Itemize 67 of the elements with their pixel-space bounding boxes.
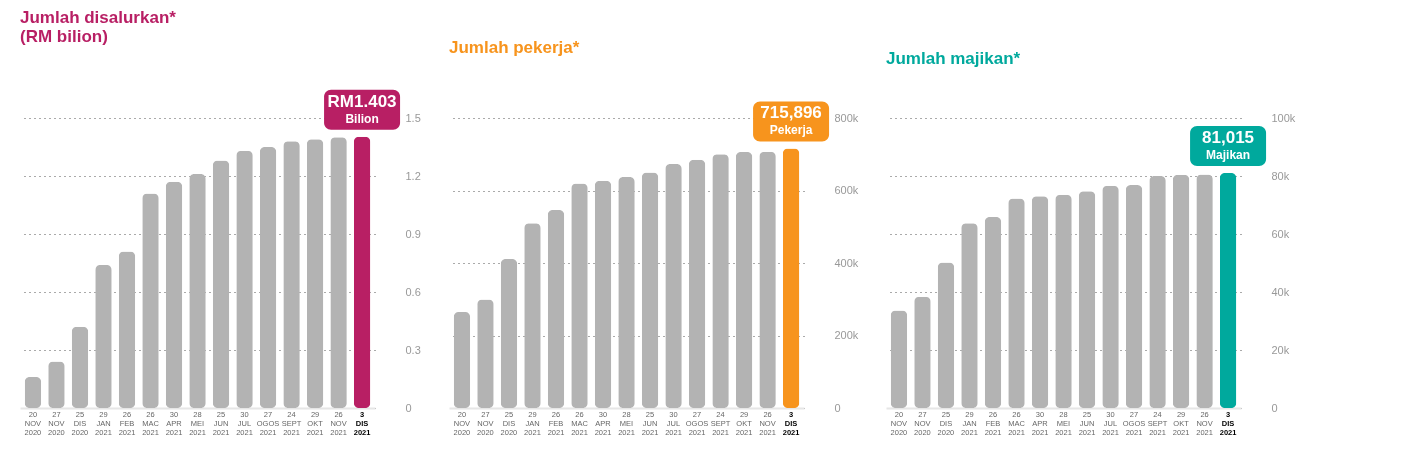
y-tick-label: 0: [405, 401, 412, 414]
y-tick-label: 60k: [1271, 227, 1290, 240]
bar: [594, 180, 612, 408]
bar: [236, 150, 253, 408]
y-tick-label: 1.5: [405, 111, 421, 124]
bar: [571, 183, 588, 408]
bar: [1031, 196, 1049, 408]
bar: [259, 147, 277, 408]
y-tick-label: 400k: [834, 256, 859, 269]
bar: [95, 264, 112, 408]
bar: [782, 148, 800, 408]
y-tick-label: 0.6: [405, 285, 421, 298]
bar: [1172, 174, 1190, 408]
bar: [688, 159, 706, 408]
bar: [24, 377, 42, 408]
bar: [937, 262, 955, 408]
bar: [759, 151, 776, 408]
bar: [1125, 184, 1143, 408]
y-tick-label: 800k: [834, 111, 859, 124]
y-tick-label: 40k: [1271, 285, 1290, 298]
bar: [306, 139, 324, 408]
y-tick-label: 600k: [834, 184, 859, 196]
chart-title: Jumlah pekerja*: [449, 38, 580, 58]
bar: [142, 193, 159, 408]
bar: [1219, 173, 1237, 408]
bar: [500, 259, 518, 408]
bar: [641, 172, 659, 408]
bar: [477, 299, 494, 408]
bar: [735, 152, 753, 408]
bar: [453, 311, 471, 408]
y-tick-label: 20k: [1271, 343, 1290, 356]
y-tick-label: 0.3: [405, 343, 421, 356]
bar: [712, 154, 729, 408]
y-tick-label: 0: [834, 401, 841, 414]
y-tick-label: 0.9: [405, 227, 421, 240]
bar: [618, 177, 635, 408]
bar: [283, 141, 300, 408]
bar: [1149, 176, 1166, 408]
bar: [1055, 194, 1072, 408]
y-tick-label: 0: [1271, 401, 1278, 414]
bar: [118, 251, 136, 408]
bar: [71, 326, 89, 408]
annotation: RM1.403 Bilion: [327, 91, 397, 126]
y-tick-label: 100k: [1271, 111, 1296, 124]
bar: [984, 216, 1002, 408]
bar: [1078, 191, 1096, 408]
chart-title: Jumlah disalurkan* (RM bilion): [20, 7, 177, 46]
bar: [189, 174, 206, 408]
bar: [547, 210, 565, 408]
bar: [665, 164, 682, 408]
bar: [1102, 185, 1119, 408]
chart-title: Jumlah majikan*: [886, 49, 1021, 68]
bar: [524, 223, 541, 408]
bar: [212, 160, 230, 408]
annotation: 81,015 Majikan: [1202, 128, 1255, 163]
bar: [165, 181, 183, 408]
bar: [914, 296, 931, 408]
bar: [961, 223, 978, 408]
bar: [1196, 174, 1213, 408]
y-tick-label: 200k: [834, 329, 859, 341]
bar: [1008, 198, 1025, 408]
bar: [890, 310, 908, 408]
bar: [353, 136, 371, 408]
annotation: 715,896 Pekerja: [760, 103, 822, 138]
y-tick-label: 80k: [1271, 169, 1290, 182]
bar: [330, 137, 347, 408]
y-tick-label: 1.2: [405, 169, 421, 182]
